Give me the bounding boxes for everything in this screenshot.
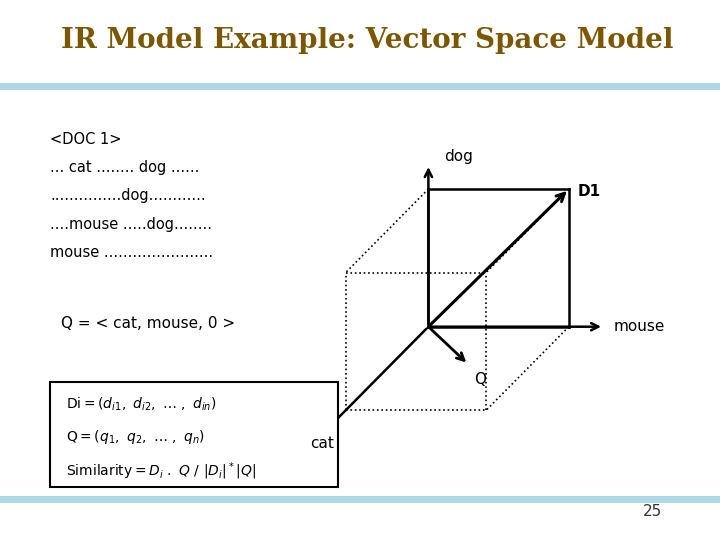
Text: IR Model Example: Vector Space Model: IR Model Example: Vector Space Model <box>61 27 674 54</box>
Text: mouse .......................: mouse ....................... <box>50 245 214 260</box>
Text: <DOC 1>: <DOC 1> <box>50 132 122 147</box>
Text: ... cat ........ dog ......: ... cat ........ dog ...... <box>50 160 199 176</box>
Text: D1: D1 <box>577 184 600 199</box>
Text: ...............dog............: ...............dog............ <box>50 188 206 204</box>
Text: $\mathrm{Di} = (d_{i1},\ d_{i2},\ \ldots\ ,\ d_{in})$: $\mathrm{Di} = (d_{i1},\ d_{i2},\ \ldots… <box>66 395 216 413</box>
Text: mouse: mouse <box>614 319 665 334</box>
Text: 25: 25 <box>643 504 662 519</box>
Text: Q = < cat, mouse, 0 >: Q = < cat, mouse, 0 > <box>61 316 235 331</box>
Text: ....mouse .....dog........: ....mouse .....dog........ <box>50 217 212 232</box>
Text: dog: dog <box>444 148 473 164</box>
Text: cat: cat <box>310 435 334 450</box>
Text: Q: Q <box>474 373 486 388</box>
Text: $\mathrm{Similarity} = D_i\ .\ Q\ /\ |D_i|^*|Q|$: $\mathrm{Similarity} = D_i\ .\ Q\ /\ |D_… <box>66 460 256 482</box>
Text: $\mathrm{Q} = (q_1,\ q_2,\ \ldots\ ,\ q_n)$: $\mathrm{Q} = (q_1,\ q_2,\ \ldots\ ,\ q_… <box>66 428 204 445</box>
